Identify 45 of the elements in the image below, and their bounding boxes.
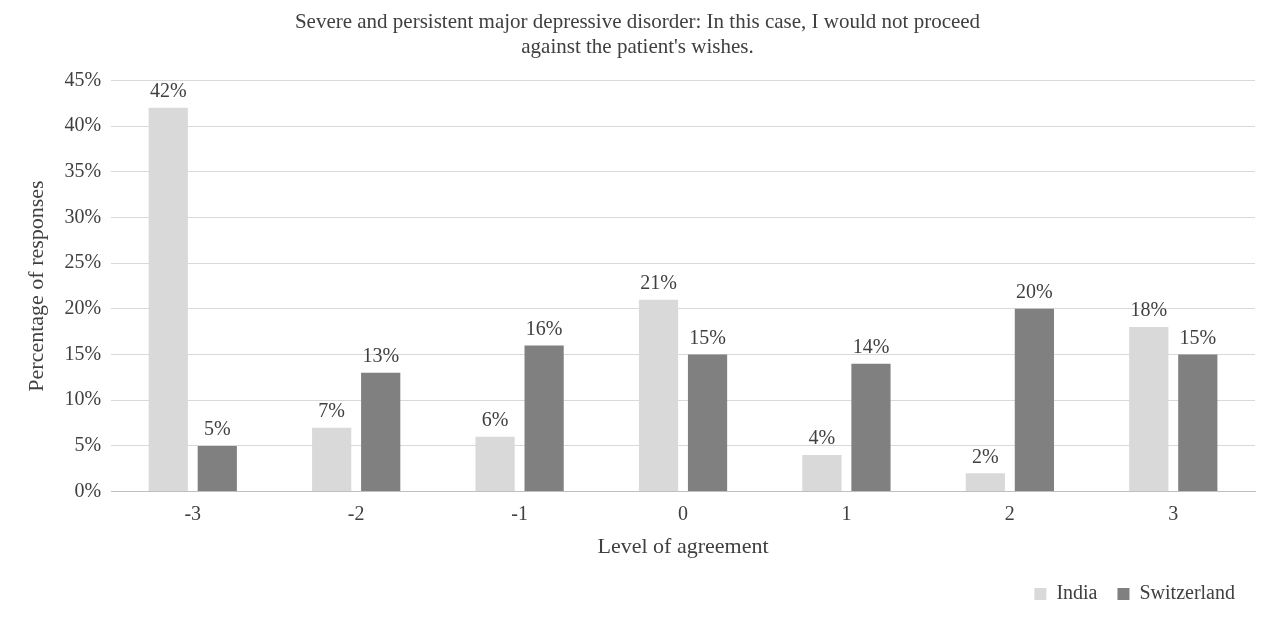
y-tick-label: 35% — [64, 159, 102, 182]
bar — [1178, 354, 1218, 492]
data-label: 42% — [149, 79, 187, 102]
bar — [851, 363, 891, 492]
data-label: 18% — [1130, 298, 1168, 321]
x-tick-label: 2 — [1004, 501, 1015, 524]
data-label: 20% — [1016, 280, 1053, 303]
legend-label: India — [1056, 581, 1098, 604]
data-label: 16% — [525, 316, 563, 339]
data-label: 7% — [318, 398, 346, 421]
bar — [687, 354, 728, 492]
x-axis-title: Level of agreement — [597, 532, 769, 558]
bar — [197, 445, 237, 492]
x-tick-label: 1 — [841, 501, 852, 524]
y-tick-label: 25% — [64, 250, 102, 273]
bar — [802, 455, 842, 492]
bar — [361, 372, 401, 492]
x-tick-label: -2 — [347, 501, 365, 524]
y-tick-label: 15% — [64, 341, 102, 364]
y-tick-label: 30% — [64, 204, 102, 227]
legend-label: Switzerland — [1139, 581, 1235, 604]
y-tick-label: 40% — [64, 113, 102, 136]
data-label: 14% — [852, 334, 890, 357]
chart-title: Severe and persistent major depressive disorder: In this case, I would not proceed against the patient's wishes. — [294, 9, 981, 59]
bar — [524, 345, 564, 492]
y-axis-title: Percentage of responses — [22, 180, 48, 392]
data-label: 2% — [972, 444, 999, 467]
data-label: 6% — [481, 408, 509, 431]
data-label: 15% — [689, 325, 726, 348]
y-tick-label: 45% — [64, 67, 102, 90]
data-label: 15% — [1179, 325, 1217, 348]
data-label: 5% — [203, 417, 231, 440]
data-label: 13% — [362, 344, 400, 367]
y-tick-label: 20% — [64, 296, 102, 319]
x-tick-label: -3 — [184, 501, 202, 524]
y-tick-label: 0% — [74, 478, 102, 501]
bar — [1014, 308, 1054, 492]
data-label: 4% — [808, 426, 836, 449]
data-label: 21% — [640, 270, 677, 293]
x-tick-label: 0 — [678, 501, 689, 524]
y-tick-label: 10% — [64, 387, 102, 410]
x-tick-label: 3 — [1168, 501, 1179, 524]
x-tick-label: -1 — [511, 501, 528, 524]
bar — [965, 473, 1005, 492]
y-tick-label: 5% — [74, 433, 102, 456]
